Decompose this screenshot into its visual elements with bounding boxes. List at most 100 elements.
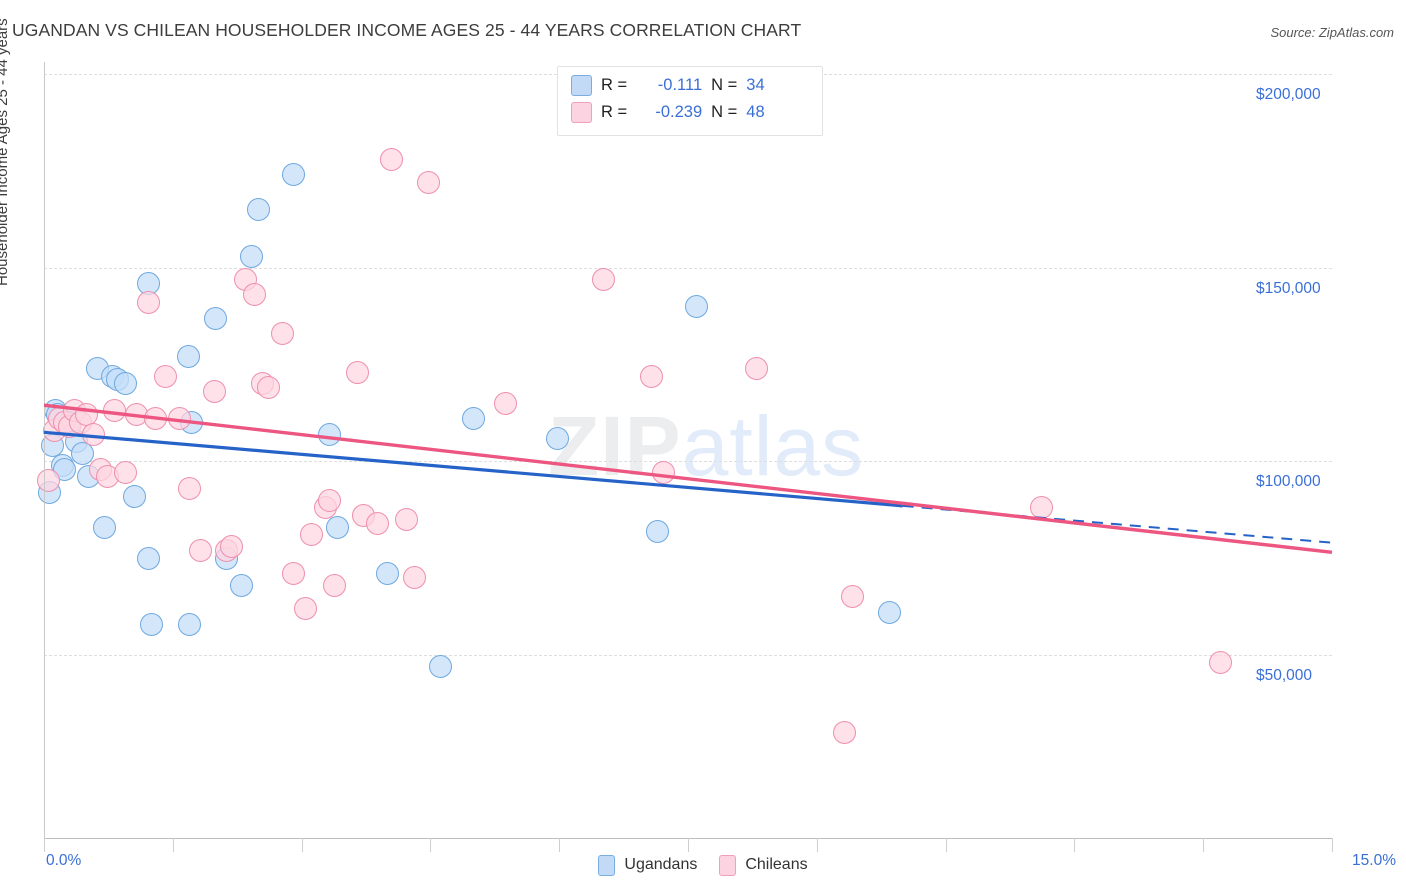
legend-color-ugandans bbox=[598, 854, 616, 876]
data-point-ugandans[interactable] bbox=[461, 407, 485, 431]
n-label-ugandans: N = bbox=[711, 75, 738, 94]
x-axis-min-label: 0.0% bbox=[46, 852, 82, 869]
gridline bbox=[44, 267, 1332, 269]
data-point-chileans[interactable] bbox=[188, 538, 212, 562]
r-value-ugandans: -0.111 bbox=[657, 75, 703, 94]
correlation-row-ugandans: R = -0.111 N = 34 bbox=[571, 72, 774, 98]
correlation-legend-box: R = -0.111 N = 34 R = -0.239 N = 48 bbox=[557, 66, 823, 136]
watermark-atlas: atlas bbox=[681, 399, 865, 493]
data-point-chileans[interactable] bbox=[394, 507, 418, 531]
r-label-ugandans: R = bbox=[601, 75, 628, 94]
data-point-ugandans[interactable] bbox=[176, 345, 200, 369]
data-point-chileans[interactable] bbox=[652, 461, 676, 485]
data-point-chileans[interactable] bbox=[365, 511, 389, 535]
data-point-ugandans[interactable] bbox=[92, 515, 116, 539]
data-point-chileans[interactable] bbox=[322, 573, 346, 597]
y-axis-title: Householder Income Ages 25 - 44 years bbox=[0, 18, 11, 286]
data-point-chileans[interactable] bbox=[417, 170, 441, 194]
data-point-ugandans[interactable] bbox=[545, 426, 569, 450]
x-tick bbox=[173, 838, 174, 852]
data-point-chileans[interactable] bbox=[154, 364, 178, 388]
data-point-ugandans[interactable] bbox=[122, 484, 146, 508]
x-tick bbox=[1332, 838, 1333, 852]
data-point-chileans[interactable] bbox=[1030, 496, 1054, 520]
data-point-chileans[interactable] bbox=[494, 391, 518, 415]
data-point-chileans[interactable] bbox=[317, 488, 341, 512]
legend-label-chileans: Chileans bbox=[745, 856, 808, 873]
x-tick bbox=[430, 838, 431, 852]
data-point-chileans[interactable] bbox=[144, 407, 168, 431]
data-point-chileans[interactable] bbox=[1208, 651, 1232, 675]
data-point-chileans[interactable] bbox=[178, 476, 202, 500]
data-point-chileans[interactable] bbox=[137, 291, 161, 315]
data-point-ugandans[interactable] bbox=[429, 655, 453, 679]
y-tick-label: $100,000 bbox=[1256, 473, 1321, 491]
data-point-chileans[interactable] bbox=[242, 283, 266, 307]
data-point-ugandans[interactable] bbox=[247, 198, 271, 222]
x-tick bbox=[44, 838, 45, 852]
data-point-ugandans[interactable] bbox=[240, 244, 264, 268]
source-label: Source: ZipAtlas.com bbox=[1270, 25, 1394, 40]
data-point-ugandans[interactable] bbox=[685, 294, 709, 318]
page-title: UGANDAN VS CHILEAN HOUSEHOLDER INCOME AG… bbox=[12, 20, 802, 40]
data-point-ugandans[interactable] bbox=[114, 372, 138, 396]
scatter-plot-area: ZIPatlas bbox=[36, 62, 1332, 838]
n-label-chileans: N = bbox=[711, 102, 738, 121]
data-point-ugandans[interactable] bbox=[281, 163, 305, 187]
data-point-chileans[interactable] bbox=[271, 322, 295, 345]
data-point-chileans[interactable] bbox=[281, 562, 305, 586]
legend-swatch-chileans bbox=[571, 101, 592, 123]
y-axis-tick-labels: $200,000 $150,000 $100,000 $50,000 bbox=[1256, 62, 1400, 838]
gridline bbox=[44, 655, 1332, 656]
data-point-chileans[interactable] bbox=[202, 380, 226, 404]
x-tick bbox=[1203, 838, 1204, 852]
x-tick bbox=[559, 838, 560, 852]
data-point-chileans[interactable] bbox=[294, 597, 318, 621]
data-point-ugandans[interactable] bbox=[646, 519, 670, 543]
data-point-chileans[interactable] bbox=[592, 267, 616, 291]
data-point-ugandans[interactable] bbox=[878, 600, 902, 624]
data-point-chileans[interactable] bbox=[300, 523, 324, 547]
y-tick-label: $200,000 bbox=[1256, 86, 1321, 103]
legend-swatch-ugandans bbox=[571, 74, 592, 96]
data-point-chileans[interactable] bbox=[102, 399, 126, 423]
y-tick-label: $50,000 bbox=[1256, 667, 1313, 684]
data-point-chileans[interactable] bbox=[36, 469, 60, 493]
data-point-ugandans[interactable] bbox=[326, 515, 350, 539]
data-point-chileans[interactable] bbox=[219, 535, 243, 559]
data-point-ugandans[interactable] bbox=[139, 612, 163, 636]
data-point-chileans[interactable] bbox=[640, 364, 664, 388]
data-point-chileans[interactable] bbox=[82, 422, 106, 446]
data-point-chileans[interactable] bbox=[403, 566, 427, 590]
x-tick bbox=[817, 838, 818, 852]
data-point-ugandans[interactable] bbox=[317, 422, 341, 446]
data-point-chileans[interactable] bbox=[114, 461, 138, 485]
y-axis-line bbox=[44, 62, 45, 838]
data-point-chileans[interactable] bbox=[257, 376, 281, 400]
data-point-chileans[interactable] bbox=[345, 360, 369, 384]
data-point-ugandans[interactable] bbox=[204, 306, 228, 330]
data-point-chileans[interactable] bbox=[380, 147, 404, 171]
data-point-chileans[interactable] bbox=[832, 720, 856, 744]
legend-color-chileans bbox=[719, 854, 737, 876]
watermark: ZIPatlas bbox=[548, 398, 864, 495]
x-tick bbox=[1074, 838, 1075, 852]
gridline bbox=[44, 461, 1332, 463]
series-legend: Ugandans Chileans bbox=[0, 852, 1406, 878]
legend-label-ugandans: Ugandans bbox=[624, 856, 698, 873]
data-point-chileans[interactable] bbox=[841, 585, 865, 609]
data-point-ugandans[interactable] bbox=[137, 546, 161, 570]
x-axis-max-label: 15.0% bbox=[1352, 852, 1396, 869]
data-point-ugandans[interactable] bbox=[229, 573, 253, 597]
legend-item-chileans[interactable]: Chileans bbox=[719, 854, 808, 876]
n-value-ugandans: 34 bbox=[746, 75, 765, 94]
x-tick bbox=[302, 838, 303, 852]
r-label-chileans: R = bbox=[601, 102, 628, 121]
data-point-ugandans[interactable] bbox=[178, 612, 202, 636]
data-point-chileans[interactable] bbox=[745, 356, 769, 380]
legend-item-ugandans[interactable]: Ugandans bbox=[598, 854, 698, 876]
data-point-ugandans[interactable] bbox=[375, 562, 399, 586]
correlation-row-chileans: R = -0.239 N = 48 bbox=[571, 99, 774, 125]
r-value-chileans: -0.239 bbox=[655, 102, 703, 121]
n-value-chileans: 48 bbox=[746, 102, 765, 121]
